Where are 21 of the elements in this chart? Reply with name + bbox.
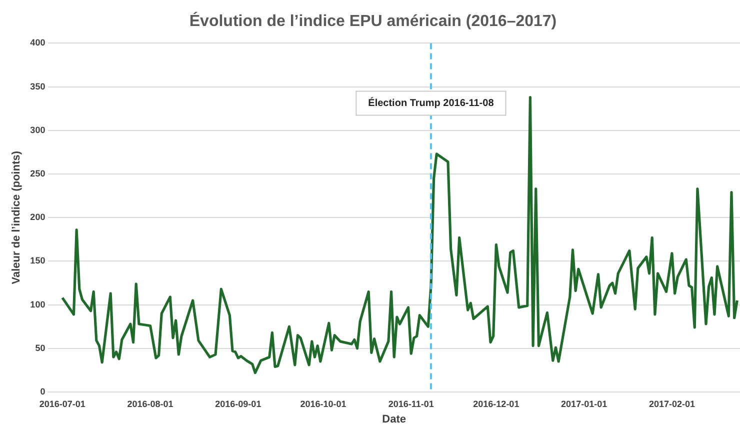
- x-tick-label: 2017-01-01: [561, 398, 608, 409]
- y-axis-title: Valeur de l’indice (points): [10, 150, 23, 284]
- y-tick-label: 150: [30, 256, 46, 266]
- x-tick-label: 2016-12-01: [473, 398, 520, 409]
- x-tick-label: 2016-10-01: [300, 398, 346, 409]
- y-tick-label: 400: [30, 38, 46, 48]
- chart-title: Évolution de l’indice EPU américain (2016–2017): [189, 11, 557, 30]
- y-tick-label: 0: [40, 386, 46, 396]
- x-tick-label: 2016-11-01: [388, 398, 434, 409]
- x-tick-label: 2016-08-01: [127, 398, 174, 409]
- ref-line-label: Élection Trump 2016-11-08: [368, 96, 494, 109]
- y-tick-label: 250: [30, 168, 46, 178]
- x-tick-label: 2016-07-01: [39, 398, 86, 409]
- x-tick-label: 2016-09-01: [215, 398, 262, 409]
- x-tick-label: 2017-02-01: [648, 398, 695, 409]
- x-axis-title: Date: [382, 413, 406, 426]
- y-tick-label: 200: [30, 212, 46, 222]
- y-tick-label: 350: [30, 81, 46, 92]
- y-tick-label: 50: [35, 342, 46, 353]
- y-tick-label: 300: [30, 124, 46, 135]
- y-tick-label: 100: [30, 299, 46, 310]
